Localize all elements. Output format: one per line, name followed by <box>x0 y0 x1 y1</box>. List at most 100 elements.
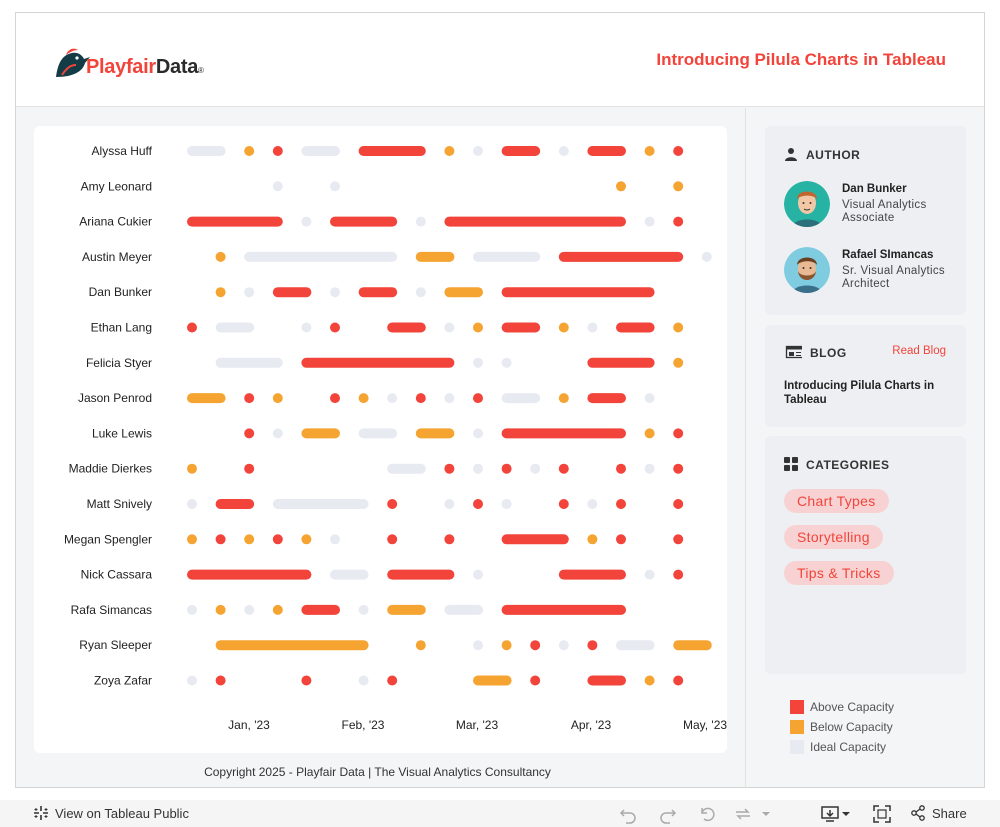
pill-zoya-zafar-2-above[interactable] <box>301 675 312 686</box>
pill-maddie-dierkes-0-below[interactable] <box>187 463 197 474</box>
pill-austin-meyer-4-above[interactable] <box>558 251 684 262</box>
pill-felicia-styer-3-ideal[interactable] <box>501 357 512 368</box>
pill-alyssa-huff-8-ideal[interactable] <box>558 146 569 156</box>
pill-ariana-cukier-6-above[interactable] <box>673 216 684 227</box>
pill-megan-spengler-8-above[interactable] <box>501 534 569 545</box>
pill-nick-cassara-6-above[interactable] <box>673 569 684 580</box>
pill-luke-lewis-0-above[interactable] <box>244 428 255 439</box>
pill-jason-penrod-6-above[interactable] <box>415 393 426 404</box>
pill-dan-bunker-3-ideal[interactable] <box>330 287 340 298</box>
pill-matt-snively-2-ideal[interactable] <box>272 499 369 509</box>
pill-alyssa-huff-1-below[interactable] <box>244 146 255 156</box>
pill-luke-lewis-2-below[interactable] <box>301 428 340 439</box>
view-on-tableau-public-button[interactable]: View on Tableau Public <box>33 805 189 821</box>
undo-icon[interactable] <box>618 804 638 824</box>
pill-ryan-sleeper-3-below[interactable] <box>501 640 512 651</box>
pill-rafa-simancas-3-below[interactable] <box>272 604 283 615</box>
pill-ryan-sleeper-0-below[interactable] <box>215 640 369 651</box>
pill-ariana-cukier-0-above[interactable] <box>187 216 283 227</box>
pill-ariana-cukier-2-above[interactable] <box>330 216 398 227</box>
pill-ethan-lang-7-above[interactable] <box>501 322 541 333</box>
pill-matt-snively-1-above[interactable] <box>215 499 255 509</box>
pill-rafa-simancas-7-ideal[interactable] <box>444 604 483 615</box>
pill-megan-spengler-2-below[interactable] <box>244 534 255 545</box>
blog-title[interactable]: Introducing Pilula Charts in Tableau <box>784 380 935 406</box>
pill-maddie-dierkes-2-ideal[interactable] <box>387 463 426 474</box>
pill-zoya-zafar-9-above[interactable] <box>673 675 684 686</box>
pill-rafa-simancas-2-ideal[interactable] <box>244 604 255 615</box>
pill-zoya-zafar-7-above[interactable] <box>587 675 626 686</box>
pill-matt-snively-9-above[interactable] <box>616 499 626 509</box>
pill-zoya-zafar-6-above[interactable] <box>530 675 541 686</box>
pill-megan-spengler-5-ideal[interactable] <box>330 534 340 545</box>
pill-rafa-simancas-4-above[interactable] <box>301 604 340 615</box>
category-tips-tricks[interactable]: Tips & Tricks <box>784 561 894 585</box>
pill-rafa-simancas-0-ideal[interactable] <box>187 604 197 615</box>
pill-matt-snively-6-ideal[interactable] <box>501 499 512 509</box>
chevron-down-icon[interactable] <box>760 804 772 824</box>
pill-ethan-lang-0-above[interactable] <box>187 322 197 333</box>
pill-alyssa-huff-3-ideal[interactable] <box>301 146 340 156</box>
pill-megan-spengler-11-above[interactable] <box>673 534 684 545</box>
pill-amy-leonard-1-ideal[interactable] <box>330 181 340 192</box>
pill-austin-meyer-2-below[interactable] <box>415 251 455 262</box>
pill-maddie-dierkes-5-above[interactable] <box>501 463 512 474</box>
pill-maddie-dierkes-6-ideal[interactable] <box>530 463 541 474</box>
pill-megan-spengler-7-above[interactable] <box>444 534 455 545</box>
pill-jason-penrod-2-below[interactable] <box>272 393 283 404</box>
pill-ryan-sleeper-6-above[interactable] <box>587 640 598 651</box>
pill-matt-snively-10-above[interactable] <box>673 499 684 509</box>
pill-dan-bunker-4-above[interactable] <box>358 287 398 298</box>
category-storytelling[interactable]: Storytelling <box>784 525 883 549</box>
pill-amy-leonard-2-below[interactable] <box>616 181 626 192</box>
pill-maddie-dierkes-1-above[interactable] <box>244 463 255 474</box>
pill-luke-lewis-6-above[interactable] <box>501 428 626 439</box>
author-dan-bunker[interactable]: Dan Bunker Visual Analytics Associate <box>784 181 964 231</box>
pill-felicia-styer-1-above[interactable] <box>301 357 455 368</box>
pill-ryan-sleeper-7-ideal[interactable] <box>616 640 655 651</box>
pill-luke-lewis-8-above[interactable] <box>673 428 684 439</box>
pill-matt-snively-5-above[interactable] <box>473 499 483 509</box>
pill-zoya-zafar-5-below[interactable] <box>473 675 512 686</box>
pill-alyssa-huff-7-above[interactable] <box>501 146 541 156</box>
pill-luke-lewis-4-below[interactable] <box>415 428 455 439</box>
pill-jason-penrod-8-above[interactable] <box>473 393 483 404</box>
pill-jason-penrod-1-above[interactable] <box>244 393 255 404</box>
pill-ryan-sleeper-4-above[interactable] <box>530 640 541 651</box>
pill-alyssa-huff-9-above[interactable] <box>587 146 626 156</box>
pill-megan-spengler-4-below[interactable] <box>301 534 312 545</box>
pill-ethan-lang-10-above[interactable] <box>616 322 655 333</box>
pill-rafa-simancas-8-above[interactable] <box>501 604 626 615</box>
pill-nick-cassara-1-ideal[interactable] <box>330 569 369 580</box>
pill-rafa-simancas-1-below[interactable] <box>215 604 226 615</box>
pill-zoya-zafar-0-ideal[interactable] <box>187 675 197 686</box>
pill-megan-spengler-3-above[interactable] <box>272 534 283 545</box>
pill-alyssa-huff-5-below[interactable] <box>444 146 455 156</box>
pill-jason-penrod-9-ideal[interactable] <box>501 393 541 404</box>
pill-nick-cassara-3-ideal[interactable] <box>473 569 483 580</box>
redo-icon[interactable] <box>658 804 678 824</box>
pill-ariana-cukier-5-ideal[interactable] <box>644 216 655 227</box>
pill-megan-spengler-10-above[interactable] <box>616 534 626 545</box>
pill-megan-spengler-0-below[interactable] <box>187 534 197 545</box>
pill-maddie-dierkes-3-above[interactable] <box>444 463 455 474</box>
pill-zoya-zafar-4-above[interactable] <box>387 675 398 686</box>
share-button[interactable]: Share <box>910 805 967 821</box>
category-chart-types[interactable]: Chart Types <box>784 489 889 513</box>
pill-luke-lewis-7-below[interactable] <box>644 428 655 439</box>
pill-ryan-sleeper-2-ideal[interactable] <box>473 640 483 651</box>
pill-alyssa-huff-2-above[interactable] <box>272 146 283 156</box>
pill-jason-penrod-3-above[interactable] <box>330 393 340 404</box>
pill-jason-penrod-7-ideal[interactable] <box>444 393 455 404</box>
pill-ryan-sleeper-1-below[interactable] <box>415 640 426 651</box>
pill-alyssa-huff-10-below[interactable] <box>644 146 655 156</box>
pill-ethan-lang-4-above[interactable] <box>387 322 426 333</box>
pill-nick-cassara-5-ideal[interactable] <box>644 569 655 580</box>
pill-matt-snively-7-above[interactable] <box>558 499 569 509</box>
author-rafael-simancas[interactable]: Rafael SImancas Sr. Visual Analytics Arc… <box>784 247 964 297</box>
pill-ethan-lang-9-ideal[interactable] <box>587 322 598 333</box>
refresh-icon[interactable] <box>733 804 753 824</box>
pill-nick-cassara-4-above[interactable] <box>558 569 626 580</box>
pill-nick-cassara-0-above[interactable] <box>187 569 312 580</box>
pill-matt-snively-8-ideal[interactable] <box>587 499 598 509</box>
